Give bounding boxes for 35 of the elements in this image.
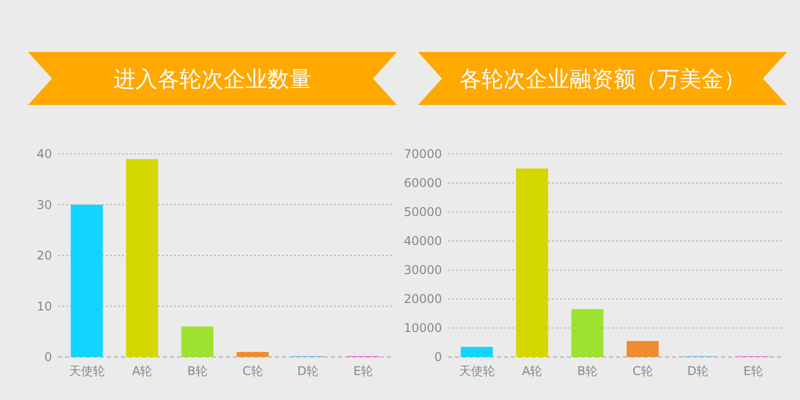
- x-tick-label: B轮: [187, 364, 208, 378]
- x-tick-label: D轮: [687, 364, 709, 378]
- bar: [70, 204, 103, 357]
- y-tick-label: 10000: [404, 321, 442, 335]
- x-tick-label: E轮: [353, 364, 373, 378]
- y-tick-label: 40000: [404, 234, 442, 248]
- bar: [571, 309, 604, 357]
- y-tick-label: 70000: [404, 147, 442, 161]
- bar: [460, 346, 493, 357]
- y-tick-label: 40: [36, 147, 52, 161]
- x-tick-label: C轮: [632, 364, 653, 378]
- bar: [126, 159, 158, 357]
- y-tick-label: 50000: [404, 205, 442, 219]
- y-tick-label: 20: [36, 248, 52, 262]
- bar: [626, 341, 659, 357]
- bar: [516, 168, 548, 357]
- x-tick-label: C轮: [242, 364, 263, 378]
- x-tick-label: B轮: [577, 364, 598, 378]
- y-tick-label: 60000: [404, 176, 442, 190]
- x-tick-label: A轮: [522, 364, 542, 378]
- x-tick-label: 天使轮: [68, 364, 105, 378]
- bar: [236, 352, 269, 357]
- x-tick-label: D轮: [297, 364, 319, 378]
- y-tick-label: 10: [36, 299, 52, 314]
- y-tick-label: 30000: [404, 263, 442, 277]
- y-tick-label: 0: [434, 350, 442, 364]
- x-tick-label: E轮: [743, 364, 763, 378]
- y-tick-label: 30: [36, 198, 52, 212]
- bar: [181, 326, 214, 357]
- x-tick-label: A轮: [132, 364, 152, 378]
- chart-title: 各轮次企业融资额（万美金）: [460, 68, 746, 92]
- x-tick-label: 天使轮: [458, 364, 495, 378]
- chart-title: 进入各轮次企业数量: [114, 68, 312, 92]
- y-tick-label: 0: [44, 350, 52, 364]
- y-tick-label: 20000: [404, 292, 442, 306]
